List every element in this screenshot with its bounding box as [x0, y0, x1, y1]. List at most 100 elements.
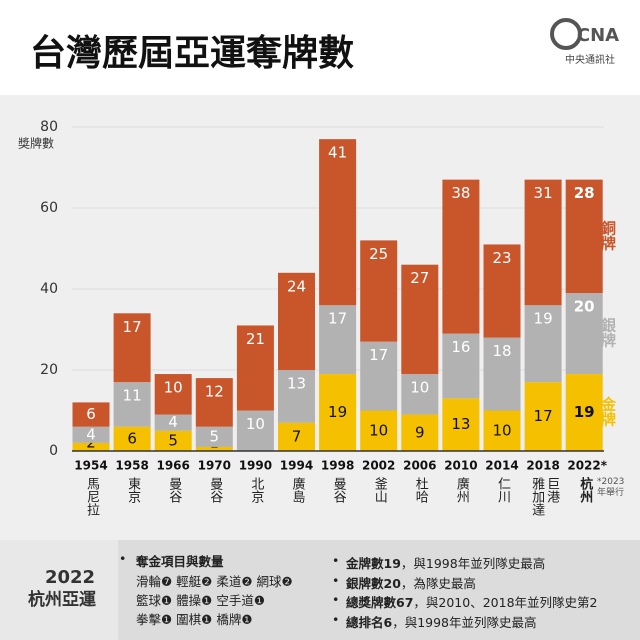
- bar-segment: [565, 179, 603, 294]
- logo-mark: CNA: [577, 25, 619, 46]
- city-label: 雅加達巨港: [529, 477, 560, 516]
- bar-segment: [154, 414, 192, 431]
- bar-segment: [236, 325, 274, 411]
- panel-item: 總獎牌數67，與2010、2018年並列隊史第2: [346, 592, 597, 611]
- panel-line: 滑輪❼ 輕艇❷ 柔道❷ 網球❷: [136, 574, 293, 589]
- bar-segment: [195, 446, 233, 451]
- bar-segment: [72, 442, 110, 451]
- x-tick-label: 2010: [444, 459, 477, 473]
- value-label: 17: [123, 318, 142, 336]
- value-label: 6: [86, 405, 96, 423]
- value-label: 41: [328, 144, 347, 162]
- city-label: 杜哈: [412, 477, 428, 503]
- legend-label: 銅牌: [599, 220, 617, 252]
- bar-segment: [565, 293, 603, 375]
- item-bold: 金牌數19: [346, 556, 401, 571]
- value-label: 16: [451, 338, 470, 356]
- value-label: 19: [534, 310, 553, 328]
- panel-line: 拳擊❶ 圍棋❶ 橋牌❶: [136, 612, 253, 627]
- bar-segment: [483, 244, 521, 338]
- city-label: 仁川: [495, 477, 510, 503]
- value-label: 10: [369, 421, 388, 439]
- x-tick-label: 2006: [403, 459, 436, 473]
- bar-segment: [236, 410, 274, 451]
- bar-segment: [565, 374, 603, 451]
- bar-segment: [524, 179, 562, 306]
- value-label: 13: [451, 415, 470, 433]
- legend-label: 銀牌: [599, 317, 617, 349]
- value-label: 17: [369, 346, 388, 364]
- bar-segment: [442, 179, 480, 334]
- value-label: 19: [328, 403, 347, 421]
- logo-text: 中央通訊社: [565, 53, 615, 66]
- value-label: 11: [123, 387, 142, 405]
- city-label: 馬尼拉: [84, 477, 99, 516]
- city-label: 東京: [125, 477, 141, 503]
- x-tick-label: 1970: [198, 459, 231, 473]
- value-label: 21: [246, 330, 265, 348]
- bar-segment: [442, 398, 480, 451]
- value-label: 20: [574, 298, 595, 316]
- value-label: 6: [127, 429, 137, 447]
- panel-title: 杭州亞運: [28, 589, 96, 610]
- bar-segment: [278, 370, 315, 423]
- bullet: •: [332, 592, 340, 607]
- panel-heading: 奪金項目與數量: [136, 554, 224, 569]
- value-label: 28: [574, 184, 595, 202]
- bar-segment: [154, 374, 192, 415]
- panel-title-box: [0, 540, 118, 640]
- y-axis-label: 獎牌數: [18, 136, 54, 151]
- legend-label: 金牌: [599, 396, 617, 428]
- bar-segment: [278, 272, 315, 370]
- panel-title: 2022: [45, 567, 95, 588]
- bar-segment: [113, 426, 151, 451]
- item-bold: 總排名6: [346, 614, 393, 630]
- bar-segment: [195, 426, 233, 447]
- bar-segment: [401, 264, 439, 375]
- bar-segment: [483, 337, 521, 411]
- x-tick-label: 2018: [526, 459, 559, 473]
- x-tick-label: 2014: [485, 459, 518, 473]
- value-label: 38: [451, 184, 470, 202]
- bar-segment: [195, 378, 233, 427]
- item-text: ，與1998年並列隊史最高: [392, 614, 537, 630]
- bar-segment: [278, 422, 315, 451]
- panel-item: 金牌數19，與1998年並列隊史最高: [346, 553, 545, 572]
- y-tick-label: 60: [40, 200, 58, 216]
- city-label: 北京: [248, 477, 264, 503]
- value-label: 10: [410, 379, 429, 397]
- chart-title: 台灣歷屆亞運奪牌數: [30, 33, 354, 74]
- bar-segment: [319, 139, 357, 306]
- value-label: 10: [246, 415, 265, 433]
- value-label: 10: [164, 379, 183, 397]
- bar-segment: [360, 410, 398, 451]
- city-label: 曼谷: [207, 477, 223, 503]
- bar-segment: [319, 374, 357, 451]
- y-tick-label: 40: [40, 281, 58, 297]
- bullet: •: [332, 572, 340, 588]
- value-label: 9: [415, 423, 425, 441]
- value-label: 18: [492, 342, 511, 360]
- panel-item: 總排名6，與1998年並列隊史最高: [346, 612, 537, 631]
- bar-segment: [401, 374, 439, 415]
- value-label: 31: [534, 184, 553, 202]
- city-label: 杭州: [577, 477, 593, 503]
- panel-item: 銀牌數20，為隊史最高: [346, 573, 476, 592]
- value-label: 17: [534, 407, 553, 425]
- bar-segment: [113, 382, 151, 427]
- item-text: ，與1998年並列隊史最高: [400, 556, 546, 571]
- item-text: ，為隊史最高: [400, 575, 476, 591]
- bullet: •: [332, 611, 340, 627]
- city-label: 曼谷: [330, 477, 346, 503]
- y-tick-label: 80: [40, 119, 58, 135]
- city-label: 廣島: [289, 477, 305, 503]
- bullet: •: [332, 553, 340, 568]
- x-tick-label: 2002: [362, 459, 395, 473]
- bar-segment: [72, 426, 110, 443]
- city-label: 釜山: [371, 477, 387, 503]
- x-tick-label: 1966: [156, 459, 189, 473]
- bar-segment: [360, 240, 398, 342]
- city-label: 廣州: [453, 477, 469, 503]
